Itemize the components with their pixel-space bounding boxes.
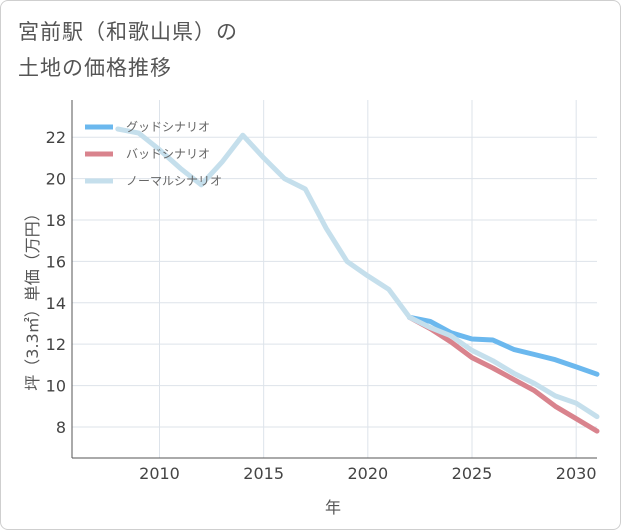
series-line: [407, 314, 600, 434]
y-tick-label: 14: [46, 294, 66, 313]
y-tick-label: 16: [46, 252, 66, 271]
y-tick-label: 12: [46, 335, 66, 354]
x-axis-title: 年: [325, 498, 341, 517]
y-axis-title: 坪（3.3㎡）単価（万円）: [23, 205, 42, 390]
series-lines: [115, 126, 600, 434]
x-tick-label: 2010: [139, 464, 180, 483]
x-tick-label: 2030: [556, 464, 597, 483]
y-tick-label: 18: [46, 211, 66, 230]
y-tick-label: 8: [56, 418, 66, 437]
series-line: [407, 314, 600, 377]
y-tick-label: 22: [46, 128, 66, 147]
legend-label: バッドシナリオ: [126, 147, 210, 161]
series-line: [115, 126, 600, 420]
axes: [71, 100, 597, 459]
tick-labels: 2010 2015 2020 2025 2030 8 10 12 14 16 18 20 22: [46, 128, 597, 483]
y-tick-label: 10: [46, 377, 66, 396]
x-tick-label: 2025: [452, 464, 493, 483]
legend-label: ノーマルシナリオ: [126, 174, 222, 188]
x-tick-label: 2020: [347, 464, 388, 483]
y-tick-label: 20: [46, 170, 66, 189]
legend-label: グッドシナリオ: [126, 120, 210, 134]
x-tick-label: 2015: [243, 464, 284, 483]
chart-title-line-1: 宮前駅（和歌山県）の: [18, 20, 238, 44]
chart-title-line-2: 土地の価格推移: [18, 56, 172, 80]
grid: [72, 100, 597, 458]
